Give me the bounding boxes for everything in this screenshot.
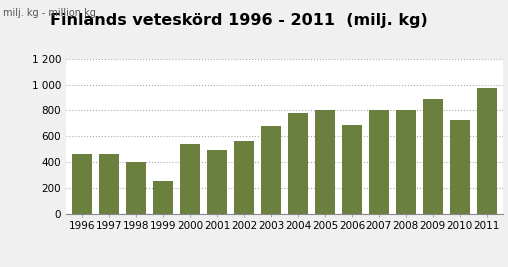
Text: milj. kg - million kg: milj. kg - million kg [3, 8, 96, 18]
Bar [369, 110, 389, 214]
Bar [261, 127, 281, 214]
Bar [288, 113, 308, 214]
Bar [342, 125, 362, 214]
Bar [450, 120, 470, 214]
Bar [396, 110, 416, 214]
Text: Finlands veteskörd 1996 - 2011  (milj. kg): Finlands veteskörd 1996 - 2011 (milj. kg… [50, 13, 428, 28]
Bar [477, 88, 497, 214]
Bar [234, 141, 254, 214]
Bar [153, 181, 173, 214]
Bar [315, 110, 335, 214]
Bar [207, 150, 227, 214]
Bar [423, 99, 443, 214]
Bar [99, 154, 119, 214]
Bar [180, 144, 200, 214]
Bar [72, 154, 92, 214]
Bar [126, 162, 146, 214]
